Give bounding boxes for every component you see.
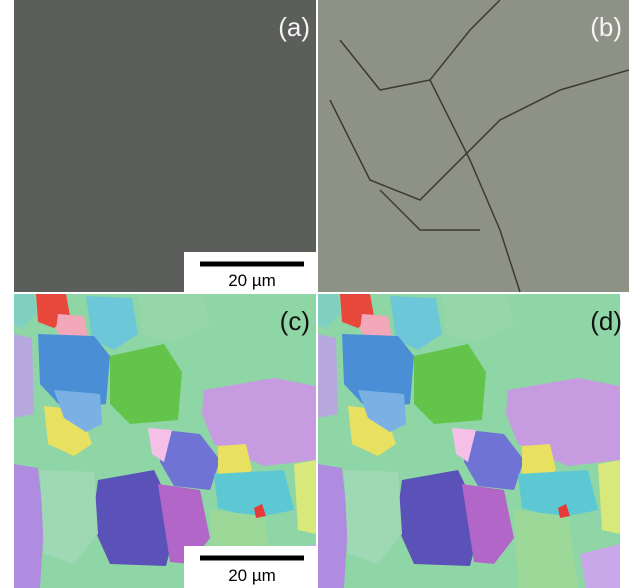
page: (a) 20 µm (b) (c) 20 µm (d) (() => { con…: [0, 0, 629, 588]
figure: (a) 20 µm (b) (c) 20 µm (d): [0, 0, 629, 588]
scale-bar-label: 20 µm: [228, 271, 276, 290]
panel-c-image: [14, 294, 316, 588]
panel-label: (b): [590, 12, 622, 42]
panel-d-image: [318, 294, 620, 588]
panel-label: (c): [280, 306, 310, 336]
panel-label: (d): [590, 306, 622, 336]
scale-bar-label: 20 µm: [228, 566, 276, 585]
panel-a-image: [14, 0, 316, 292]
panel-label: (a): [278, 12, 310, 42]
